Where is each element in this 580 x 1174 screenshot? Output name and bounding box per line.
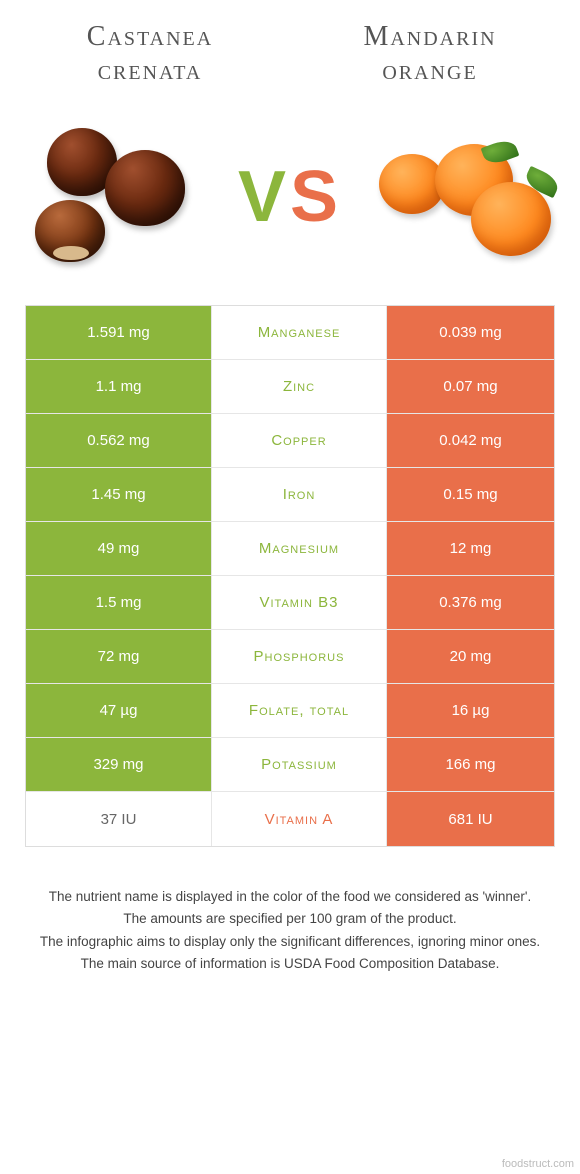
left-value-cell: 47 µg [26,684,212,737]
nutrient-name-cell: Manganese [212,306,386,359]
nutrient-name-cell: Copper [212,414,386,467]
left-value-cell: 49 mg [26,522,212,575]
source-watermark: foodstruct.com [502,1158,574,1170]
left-value-cell: 1.5 mg [26,576,212,629]
right-value-cell: 0.07 mg [386,360,554,413]
table-row: 1.1 mgZinc0.07 mg [26,360,554,414]
right-title-line2: orange [382,55,477,86]
right-value-cell: 166 mg [386,738,554,791]
right-value-cell: 16 µg [386,684,554,737]
right-value-cell: 0.15 mg [386,468,554,521]
nutrient-name-cell: Zinc [212,360,386,413]
table-row: 47 µgFolate, total16 µg [26,684,554,738]
left-food-image [25,122,205,272]
vs-label: VS [238,156,342,238]
nutrient-name-cell: Magnesium [212,522,386,575]
left-value-cell: 0.562 mg [26,414,212,467]
table-row: 1.45 mgIron0.15 mg [26,468,554,522]
title-row: Castanea crenata Mandarin orange [0,0,580,97]
footer-line: The infographic aims to display only the… [30,932,550,952]
right-value-cell: 0.376 mg [386,576,554,629]
vs-s: S [290,157,342,237]
right-value-cell: 681 IU [386,792,554,846]
left-value-cell: 1.1 mg [26,360,212,413]
table-row: 72 mgPhosphorus20 mg [26,630,554,684]
footer-notes: The nutrient name is displayed in the co… [30,887,550,976]
chestnut-icon [35,200,105,262]
left-value-cell: 72 mg [26,630,212,683]
left-food-title: Castanea crenata [10,20,290,87]
right-food-title: Mandarin orange [290,20,570,87]
footer-line: The nutrient name is displayed in the co… [30,887,550,907]
left-value-cell: 37 IU [26,792,212,846]
right-value-cell: 20 mg [386,630,554,683]
right-title-line1: Mandarin [363,21,496,52]
right-value-cell: 0.039 mg [386,306,554,359]
table-row: 329 mgPotassium166 mg [26,738,554,792]
left-value-cell: 1.591 mg [26,306,212,359]
right-value-cell: 12 mg [386,522,554,575]
orange-icon [471,182,551,256]
nutrition-table: 1.591 mgManganese0.039 mg1.1 mgZinc0.07 … [25,305,555,847]
chestnut-icon [105,150,185,226]
nutrient-name-cell: Phosphorus [212,630,386,683]
table-row: 0.562 mgCopper0.042 mg [26,414,554,468]
footer-line: The main source of information is USDA F… [30,954,550,974]
left-title-line1: Castanea [87,21,213,52]
footer-line: The amounts are specified per 100 gram o… [30,909,550,929]
table-row: 1.591 mgManganese0.039 mg [26,306,554,360]
nutrient-name-cell: Potassium [212,738,386,791]
nutrient-name-cell: Vitamin B3 [212,576,386,629]
right-food-image [375,122,555,272]
hero-row: VS [25,107,555,287]
vs-v: V [238,157,290,237]
table-row: 49 mgMagnesium12 mg [26,522,554,576]
nutrient-name-cell: Folate, total [212,684,386,737]
left-value-cell: 1.45 mg [26,468,212,521]
nutrient-name-cell: Iron [212,468,386,521]
left-title-line2: crenata [98,55,203,86]
nutrient-name-cell: Vitamin A [212,792,386,846]
table-row: 1.5 mgVitamin B30.376 mg [26,576,554,630]
table-row: 37 IUVitamin A681 IU [26,792,554,846]
right-value-cell: 0.042 mg [386,414,554,467]
left-value-cell: 329 mg [26,738,212,791]
